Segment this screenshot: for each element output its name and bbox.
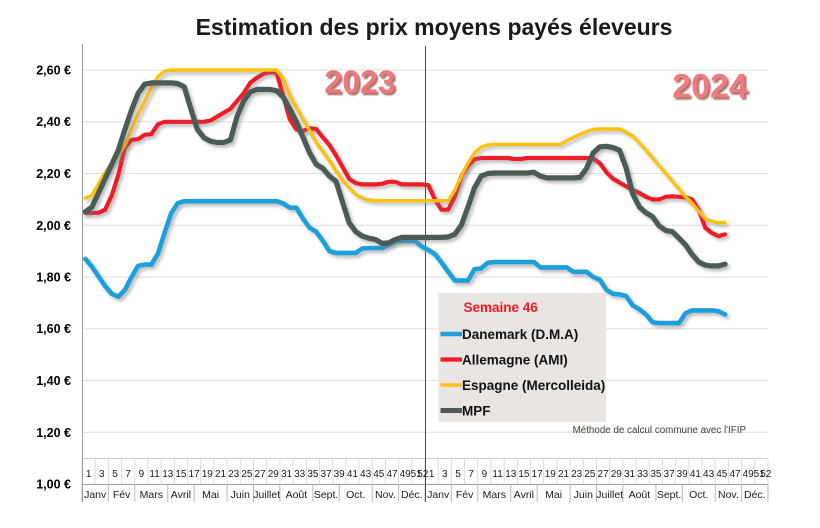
svg-text:7: 7	[468, 469, 474, 480]
svg-text:Semaine 46: Semaine 46	[464, 300, 539, 315]
svg-text:15: 15	[518, 469, 530, 480]
svg-text:33: 33	[637, 469, 649, 480]
svg-text:29: 29	[611, 469, 623, 480]
svg-text:Espagne (Mercolleida): Espagne (Mercolleida)	[462, 378, 605, 393]
svg-text:Fév: Fév	[113, 489, 131, 501]
svg-text:2023: 2023	[324, 64, 395, 100]
svg-text:25: 25	[241, 469, 253, 480]
svg-text:51: 51	[754, 469, 766, 480]
svg-text:Mai: Mai	[202, 489, 219, 501]
svg-text:11: 11	[149, 469, 160, 480]
svg-text:1,60 €: 1,60 €	[36, 322, 71, 336]
svg-text:Mars: Mars	[483, 489, 506, 501]
svg-text:Juin: Juin	[574, 489, 593, 501]
svg-text:41: 41	[690, 469, 702, 480]
svg-text:49: 49	[743, 469, 755, 480]
svg-text:Sept.: Sept.	[314, 489, 339, 501]
svg-text:3: 3	[99, 469, 105, 480]
svg-text:Janv: Janv	[427, 489, 450, 501]
svg-text:Juillet: Juillet	[596, 489, 623, 501]
svg-text:Allemagne (AMI): Allemagne (AMI)	[462, 353, 568, 368]
svg-text:1: 1	[86, 469, 92, 480]
svg-text:25: 25	[584, 469, 596, 480]
svg-text:Août: Août	[629, 489, 651, 501]
svg-text:3: 3	[442, 469, 448, 480]
svg-text:51: 51	[411, 469, 423, 480]
svg-text:37: 37	[321, 469, 333, 480]
svg-text:2,60 €: 2,60 €	[36, 64, 71, 78]
svg-text:Mars: Mars	[140, 489, 163, 501]
svg-text:47: 47	[386, 469, 398, 480]
svg-text:17: 17	[532, 469, 544, 480]
svg-text:35: 35	[650, 469, 662, 480]
svg-text:1,40 €: 1,40 €	[36, 374, 71, 388]
svg-text:5: 5	[112, 469, 118, 480]
svg-text:49: 49	[400, 469, 412, 480]
svg-text:2,00 €: 2,00 €	[36, 219, 71, 233]
svg-text:1,20 €: 1,20 €	[36, 426, 71, 440]
svg-text:11: 11	[492, 469, 503, 480]
svg-text:2,40 €: 2,40 €	[36, 115, 71, 129]
svg-text:Mai: Mai	[545, 489, 562, 501]
svg-text:MPF: MPF	[462, 404, 491, 419]
svg-text:37: 37	[664, 469, 676, 480]
svg-text:43: 43	[360, 469, 372, 480]
svg-text:19: 19	[202, 469, 214, 480]
svg-text:27: 27	[255, 469, 267, 480]
svg-text:45: 45	[373, 469, 385, 480]
svg-text:Déc.: Déc.	[744, 489, 766, 501]
svg-text:Oct.: Oct.	[689, 489, 708, 501]
svg-text:Déc.: Déc.	[401, 489, 423, 501]
svg-text:23: 23	[228, 469, 240, 480]
svg-text:Fév: Fév	[456, 489, 474, 501]
svg-text:29: 29	[268, 469, 280, 480]
svg-text:43: 43	[703, 469, 715, 480]
svg-text:5: 5	[455, 469, 461, 480]
svg-text:Janv: Janv	[84, 489, 107, 501]
svg-text:13: 13	[505, 469, 517, 480]
svg-text:1,00 €: 1,00 €	[36, 478, 71, 492]
svg-text:19: 19	[545, 469, 557, 480]
svg-text:Méthode de calcul commune avec: Méthode de calcul commune avec l'IFIP	[573, 425, 747, 436]
svg-text:1,80 €: 1,80 €	[36, 271, 71, 285]
svg-text:23: 23	[571, 469, 583, 480]
svg-text:21: 21	[215, 469, 227, 480]
svg-text:7: 7	[125, 469, 131, 480]
svg-text:39: 39	[677, 469, 689, 480]
svg-text:52: 52	[417, 469, 429, 480]
svg-text:27: 27	[598, 469, 610, 480]
svg-text:9: 9	[139, 469, 145, 480]
svg-text:45: 45	[716, 469, 728, 480]
svg-text:Oct.: Oct.	[346, 489, 365, 501]
svg-text:47: 47	[729, 469, 741, 480]
svg-text:15: 15	[175, 469, 187, 480]
svg-text:2024: 2024	[672, 68, 748, 106]
svg-text:33: 33	[294, 469, 306, 480]
svg-text:Août: Août	[286, 489, 308, 501]
svg-text:Estimation des prix moyens pay: Estimation des prix moyens payés éleveur…	[196, 14, 673, 40]
svg-text:Juillet: Juillet	[253, 489, 280, 501]
svg-text:Danemark (D.M.A): Danemark (D.M.A)	[462, 327, 578, 342]
svg-text:31: 31	[281, 469, 293, 480]
svg-text:9: 9	[482, 469, 488, 480]
svg-text:21: 21	[558, 469, 570, 480]
svg-text:Sept.: Sept.	[657, 489, 682, 501]
svg-text:52: 52	[760, 469, 772, 480]
svg-text:2,20 €: 2,20 €	[36, 167, 71, 181]
svg-text:39: 39	[334, 469, 346, 480]
svg-text:Nov.: Nov.	[718, 489, 739, 501]
svg-text:Avril: Avril	[514, 489, 534, 501]
svg-text:1: 1	[429, 469, 435, 480]
svg-text:Nov.: Nov.	[375, 489, 396, 501]
svg-text:Juin: Juin	[231, 489, 250, 501]
svg-text:17: 17	[189, 469, 201, 480]
svg-text:41: 41	[347, 469, 359, 480]
svg-text:Avril: Avril	[171, 489, 191, 501]
svg-text:35: 35	[307, 469, 319, 480]
svg-text:31: 31	[624, 469, 636, 480]
svg-text:13: 13	[162, 469, 174, 480]
